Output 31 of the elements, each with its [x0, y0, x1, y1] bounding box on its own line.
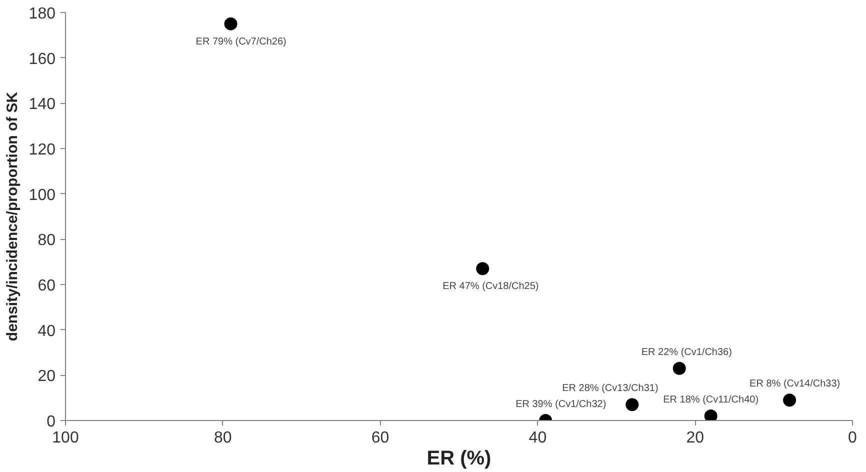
y-tick-label: 0 — [46, 414, 56, 430]
y-tick-label: 20 — [38, 368, 56, 386]
x-tick-label: 20 — [686, 430, 704, 446]
x-tick-label: 60 — [371, 430, 390, 446]
point — [626, 398, 639, 412]
annotation: ER 8% (Cv14/Ch33) — [750, 378, 840, 390]
annotation: ER 28% (Cv13/Ch31) — [562, 383, 658, 394]
y-tick-label: 100 — [28, 186, 56, 204]
point — [672, 362, 686, 375]
x-tick-label: 80 — [214, 430, 232, 446]
point — [783, 394, 796, 407]
point — [224, 17, 238, 30]
x-tick-label: 0 — [848, 430, 858, 446]
x-tick-label: 100 — [52, 430, 79, 446]
y-axis-title: density/incidence/proportion of SK — [4, 92, 21, 342]
x-axis-title: ER (%) — [426, 448, 492, 470]
annotation: ER 47% (Cv18/Ch25) — [442, 281, 539, 292]
x-tick-label: 40 — [528, 430, 547, 446]
y-tick-label: 180 — [28, 6, 56, 22]
annotation: ER 79% (Cv7/Ch26) — [196, 36, 286, 48]
y-tick-label: 40 — [38, 322, 56, 340]
y-tick-label: 140 — [28, 96, 56, 114]
point — [704, 409, 718, 420]
y-tick-label: 120 — [28, 142, 56, 158]
y-tick-label: 160 — [28, 50, 56, 68]
point — [476, 262, 490, 276]
y-tick-label: 80 — [38, 232, 56, 250]
annotation: ER 39% (Cv1/Ch32) — [516, 399, 606, 410]
y-tick-label: 60 — [38, 278, 56, 294]
annotation: ER 18% (Cv11/Ch40) — [663, 394, 759, 406]
annotation: ER 22% (Cv1/Ch36) — [641, 346, 732, 358]
